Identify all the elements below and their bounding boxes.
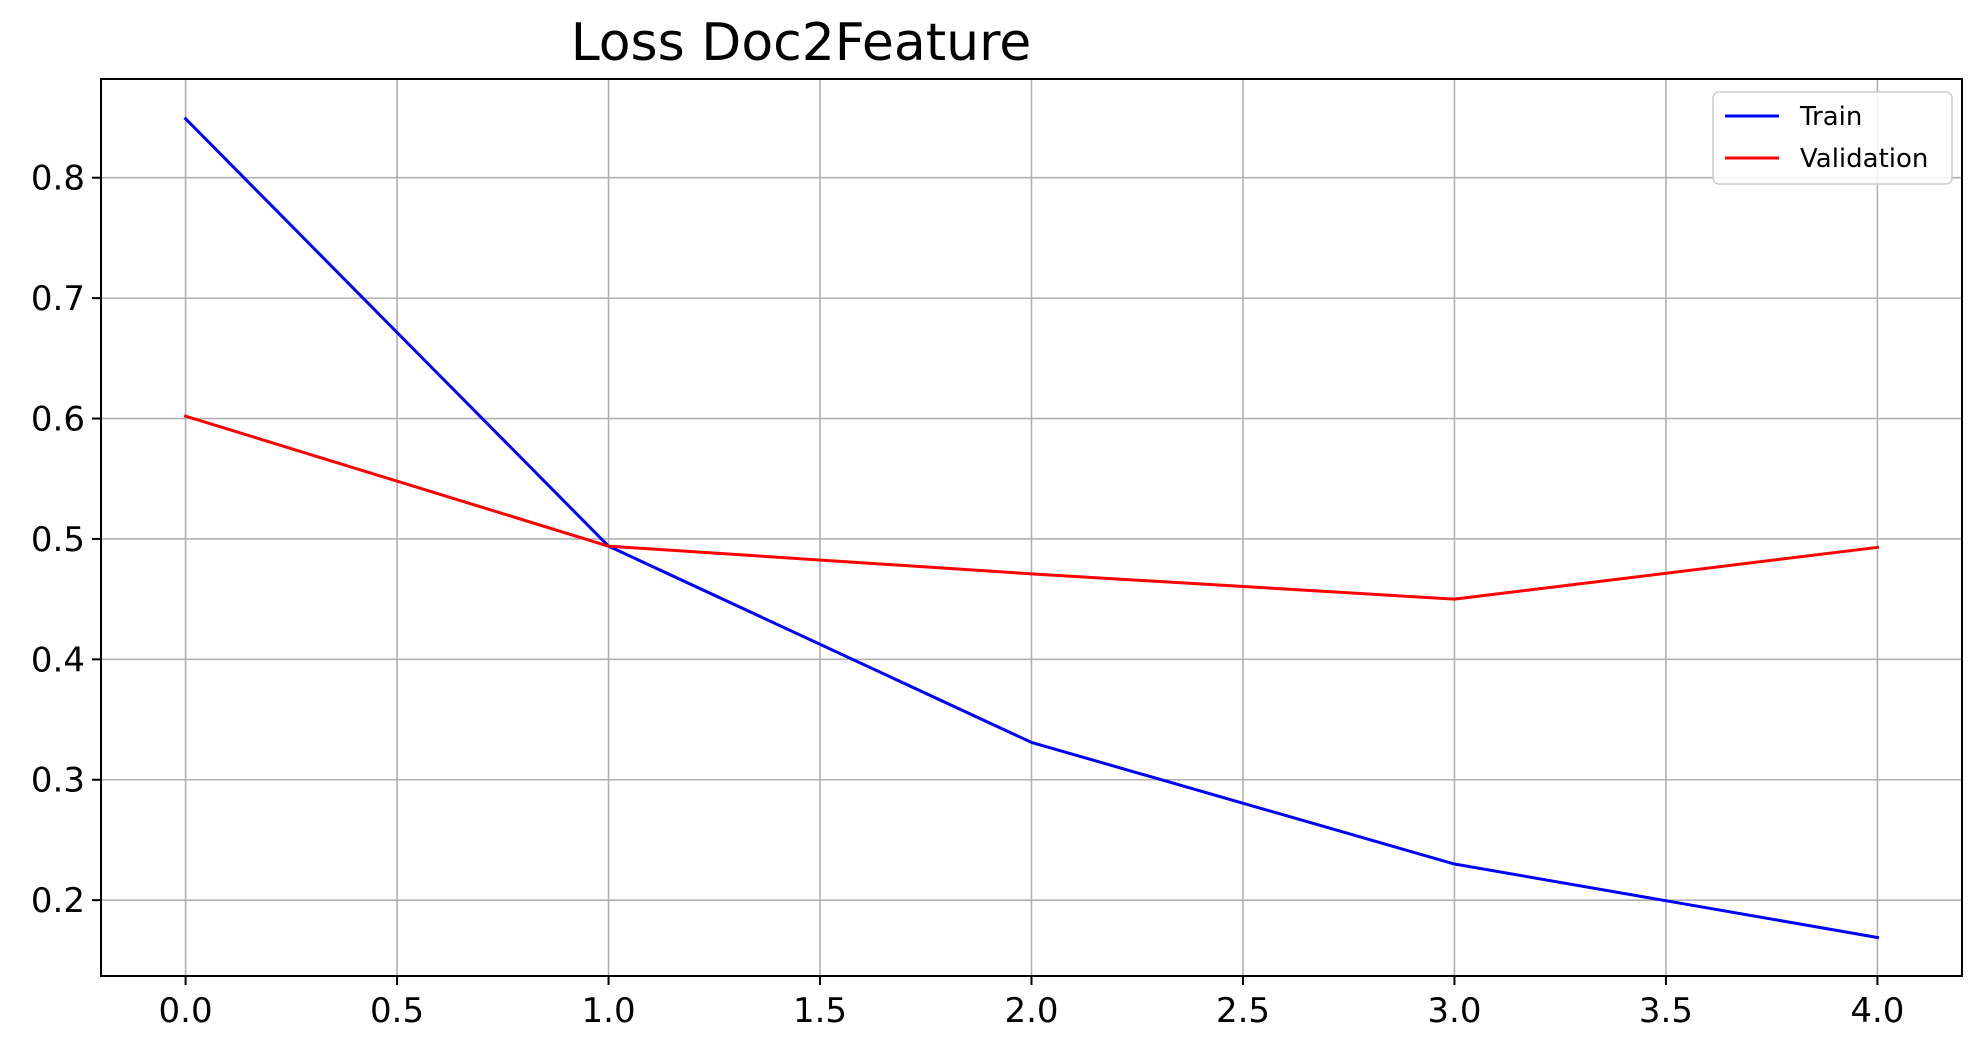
- y-tick-label: 0.8: [31, 159, 85, 199]
- x-axis: 0.0 0.5 1.0 1.5 2.0 2.5 3.0 3.5 4.0: [159, 976, 1904, 1031]
- y-tick-label: 0.5: [31, 520, 85, 560]
- legend-label-train: Train: [1799, 102, 1862, 132]
- x-tick-label: 2.5: [1216, 991, 1270, 1031]
- x-tick-label: 4.0: [1850, 991, 1904, 1031]
- legend-label-validation: Validation: [1800, 144, 1928, 174]
- chart-title: Loss Doc2Feature: [571, 13, 1032, 73]
- x-tick-label: 1.0: [582, 991, 636, 1031]
- x-tick-label: 2.0: [1004, 991, 1058, 1031]
- legend: Train Validation: [1712, 91, 1953, 185]
- grid: [101, 79, 1962, 976]
- y-tick-label: 0.3: [31, 761, 85, 801]
- x-tick-label: 0.0: [159, 991, 213, 1031]
- legend-item-train: Train: [1725, 102, 1862, 132]
- legend-item-validation: Validation: [1725, 144, 1928, 174]
- x-tick-label: 3.5: [1639, 991, 1693, 1031]
- x-tick-label: 1.5: [793, 991, 847, 1031]
- series-line-train: [183, 116, 1880, 940]
- y-tick-label: 0.4: [31, 640, 85, 680]
- x-tick-label: 0.5: [370, 991, 424, 1031]
- x-tick-label: 3.0: [1427, 991, 1481, 1031]
- series-line-validation: [183, 414, 1880, 601]
- series-layer: [183, 116, 1880, 940]
- y-tick-label: 0.6: [31, 400, 85, 440]
- y-axis: 0.2 0.3 0.4 0.5 0.6 0.7 0.8: [31, 159, 101, 921]
- y-tick-label: 0.2: [31, 881, 85, 921]
- y-tick-label: 0.7: [31, 279, 85, 319]
